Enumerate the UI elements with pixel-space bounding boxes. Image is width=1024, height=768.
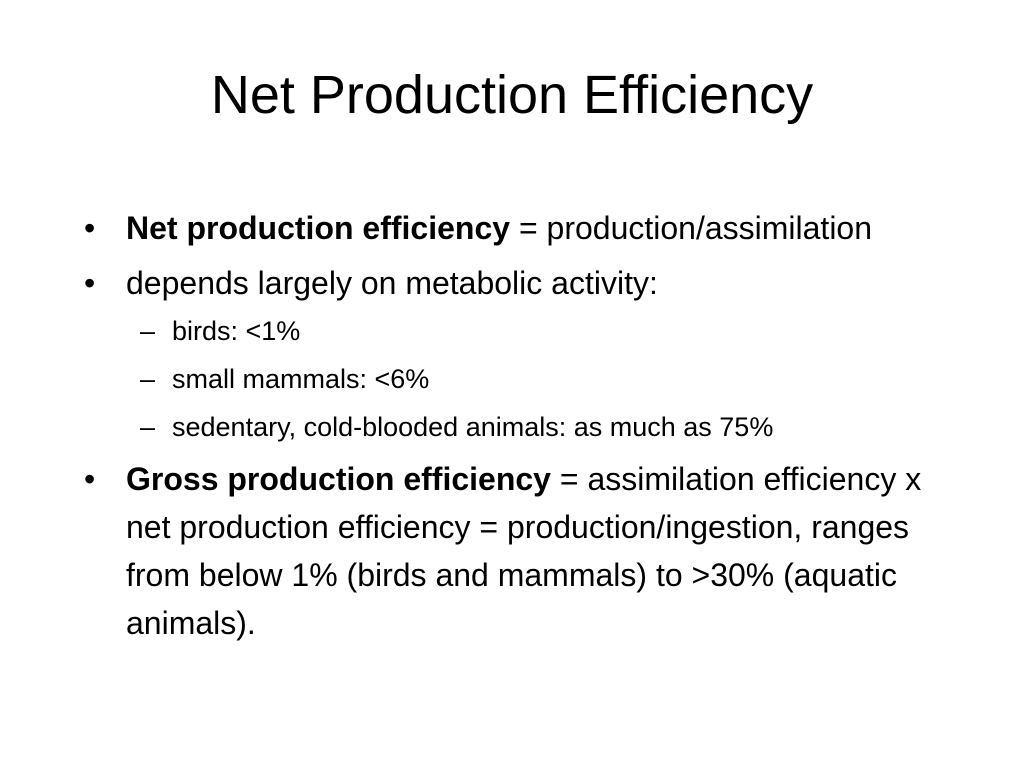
sub-bullet-marker: – <box>140 316 156 346</box>
bullet-marker: • <box>84 265 96 301</box>
sub-bullet-text: sedentary, cold-blooded animals: as much… <box>172 412 774 442</box>
slide-title: Net Production Efficiency <box>210 65 814 125</box>
bullet-term: Net production efficiency <box>126 210 511 246</box>
sub-bullet-text: birds: <1% <box>172 316 301 346</box>
bullet-marker: • <box>84 210 96 246</box>
sub-bullet-marker: – <box>140 412 156 442</box>
bullet-term: Gross production efficiency <box>126 461 551 497</box>
bullet-text: = production/assimilation <box>510 210 873 246</box>
bullet-text: = assimilation efficiency x net producti… <box>126 461 922 641</box>
bullet-text: depends largely on metabolic activity: <box>126 265 658 301</box>
bullet-item: • depends largely on metabolic activity: <box>84 259 944 307</box>
bullet-item: • Gross production efficiency = assimila… <box>84 455 944 647</box>
sub-bullet-item: – birds: <1% <box>84 307 944 355</box>
bullet-marker: • <box>84 461 96 497</box>
sub-bullet-item: – small mammals: <6% <box>84 355 944 403</box>
sub-bullet-text: small mammals: <6% <box>172 364 430 394</box>
sub-bullet-marker: – <box>140 364 156 394</box>
bullet-list: • Net production efficiency = production… <box>84 204 944 647</box>
sub-bullet-item: – sedentary, cold-blooded animals: as mu… <box>84 403 944 451</box>
bullet-item: • Net production efficiency = production… <box>84 204 944 252</box>
